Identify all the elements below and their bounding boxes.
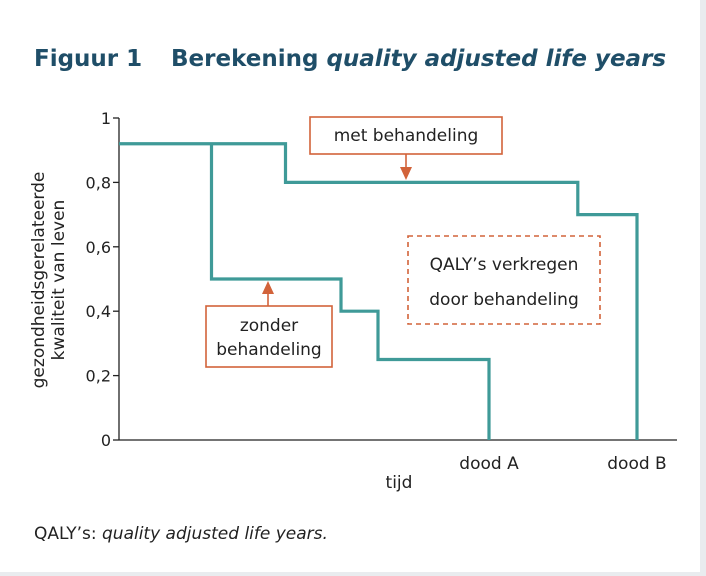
qaly-label-line2: door behandeling: [429, 290, 578, 310]
figure-caption: QALY’s: quality adjusted life years.: [34, 524, 328, 544]
x-marker-label: dood B: [607, 454, 666, 474]
zonder-label-line1: zonder: [240, 316, 298, 336]
met-behandeling-box: [309, 116, 503, 155]
y-axis-label: gezondheidsgerelateerdekwaliteit van lev…: [29, 172, 69, 389]
zonder-arrow-head: [262, 281, 274, 294]
qaly-label-line1: QALY’s verkregen: [430, 255, 579, 275]
series-met-behandeling: [119, 142, 639, 440]
right-border-strip: [700, 0, 706, 576]
y-tick-label: 0: [101, 431, 111, 450]
series-zonder-behandeling: [209, 143, 491, 440]
y-axis-label-line: gezondheidsgerelateerde: [29, 172, 49, 389]
figure-title-italic: quality adjusted life years: [326, 46, 667, 72]
y-tick-label: 0,4: [86, 302, 111, 321]
caption-prefix: QALY’s:: [34, 524, 102, 544]
y-tick-label: 0,6: [86, 238, 111, 257]
y-ticks: 0 0,2 0,4 0,6 0,8 1: [86, 109, 119, 450]
figure-title: Berekening: [171, 46, 327, 72]
y-tick-label: 0,2: [86, 367, 111, 386]
zonder-label-line2: behandeling: [216, 340, 321, 360]
figure-header: Figuur 1 Berekening quality adjusted life…: [34, 46, 666, 72]
y-tick-label: 0,8: [86, 173, 111, 192]
chart-annotations: met behandeling zonder behandeling QALY’s v…: [205, 116, 601, 368]
x-marker-label: dood A: [459, 454, 519, 474]
zonder-behandeling-box: [205, 305, 333, 368]
chart-series: [119, 142, 639, 440]
x-axis-label: tijd: [386, 473, 413, 493]
qaly-gain-box: [407, 235, 601, 325]
y-tick-label: 1: [101, 109, 111, 128]
y-axis-label-line: kwaliteit van leven: [49, 200, 69, 361]
chart-axes: gezondheidsgerelateerdekwaliteit van lev…: [29, 118, 677, 493]
met-behandeling-label: met behandeling: [334, 126, 479, 146]
figure-number: Figuur 1: [34, 46, 143, 72]
bottom-border-strip: [0, 572, 706, 576]
met-arrow-head: [400, 167, 412, 180]
caption-italic: quality adjusted life years.: [102, 524, 328, 544]
